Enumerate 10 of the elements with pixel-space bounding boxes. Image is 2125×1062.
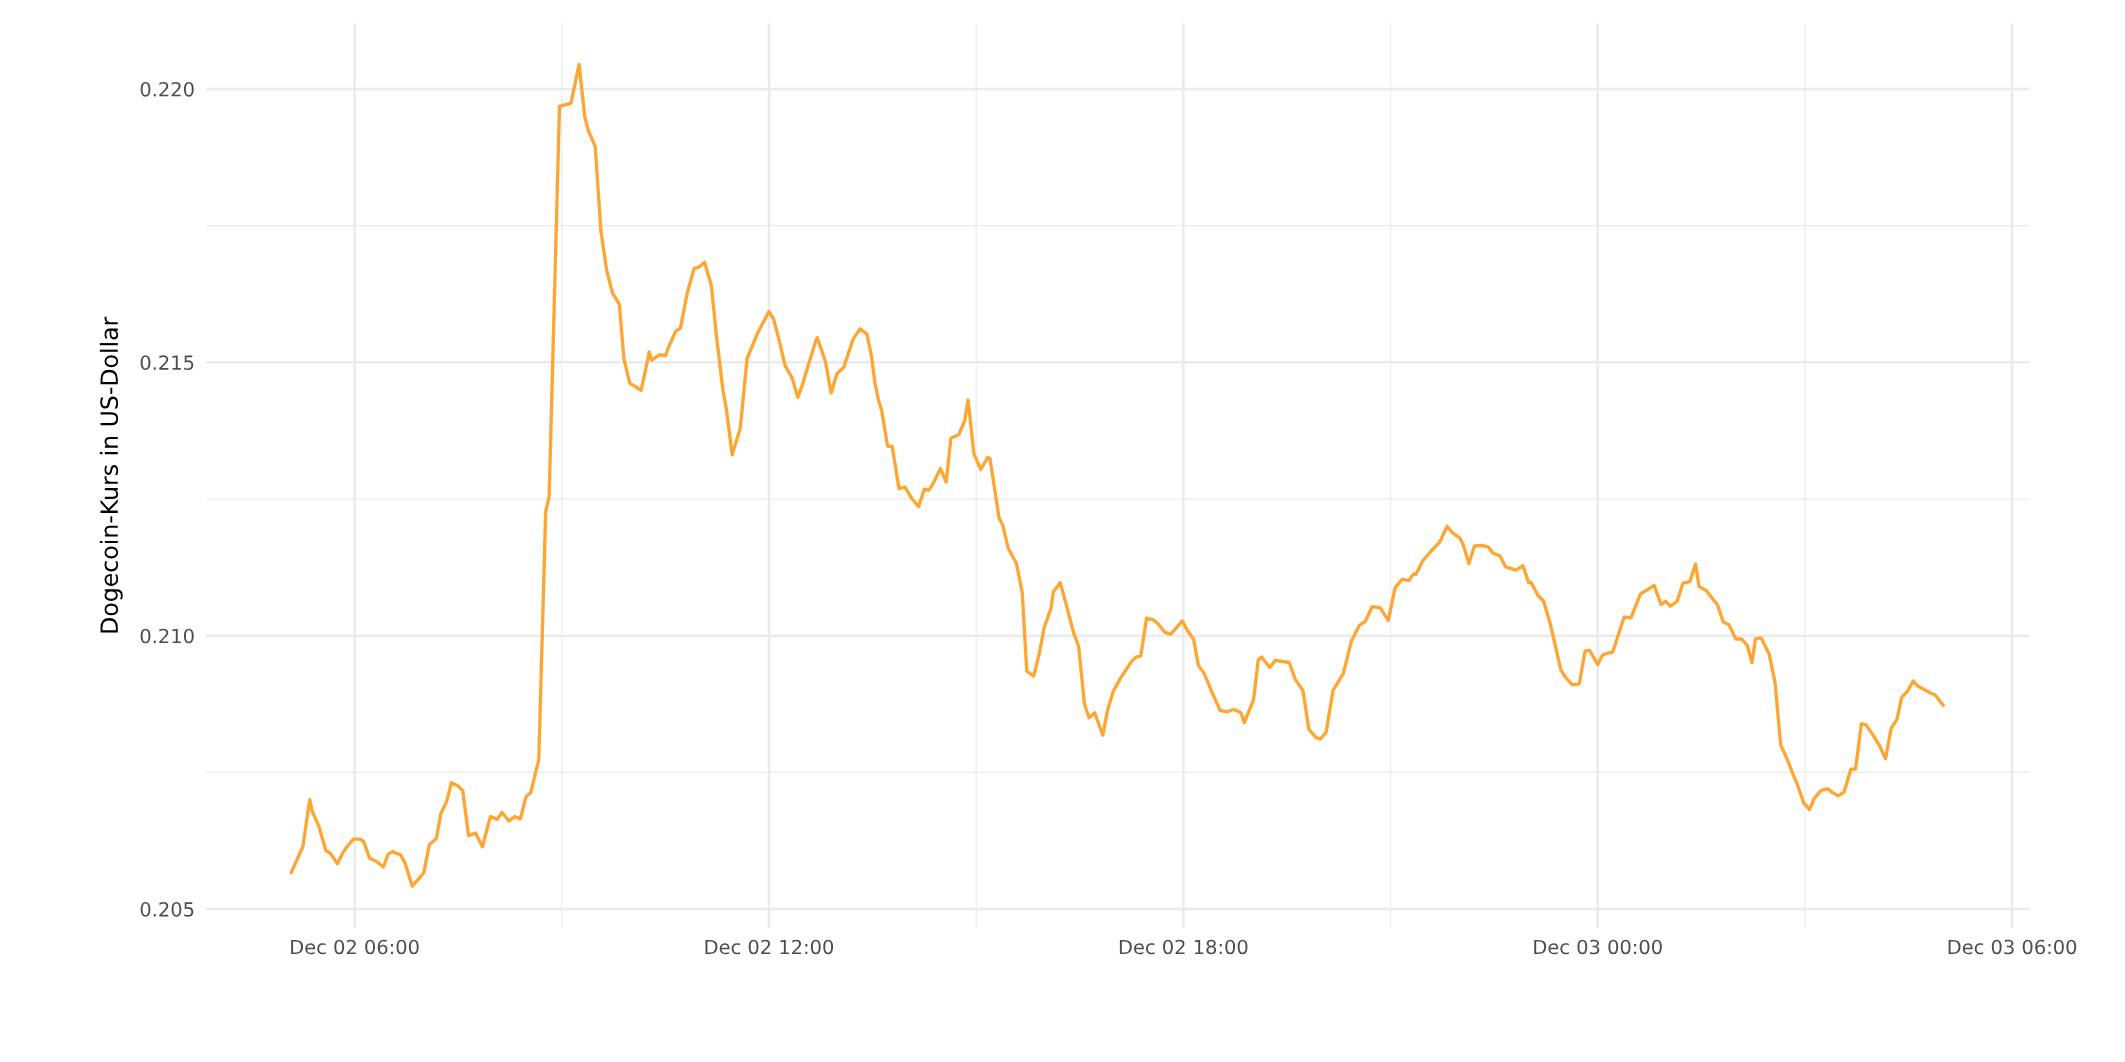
y-tick-label: 0.215 xyxy=(140,355,194,370)
x-tick-label: Dec 03 06:00 xyxy=(1948,939,2077,955)
x-tick-label: Dec 02 06:00 xyxy=(291,939,419,955)
x-tick-label: Dec 03 00:00 xyxy=(1534,939,1662,955)
y-tick-label: 0.205 xyxy=(140,902,194,917)
y-tick-label: 0.220 xyxy=(140,81,194,97)
x-tick-label: Dec 02 18:00 xyxy=(1119,939,1248,955)
y-tick-label: 0.210 xyxy=(140,628,194,644)
x-tick-label: Dec 02 12:00 xyxy=(705,939,834,955)
y-axis-title: Dogecoin-Kurs in US-Dollar xyxy=(99,316,123,633)
